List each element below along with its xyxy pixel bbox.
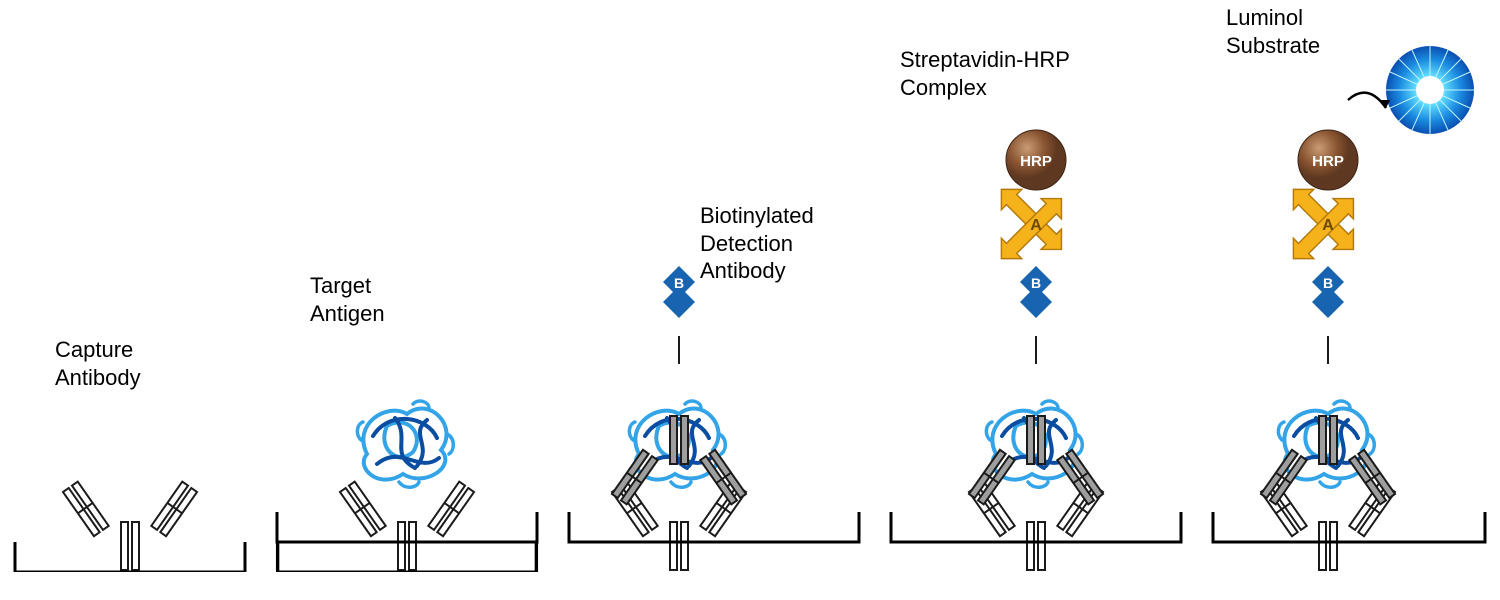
- panel-5: Luminol Substrate: [1208, 12, 1490, 572]
- panel-2: Target Antigen: [272, 32, 542, 572]
- luminol-glow-icon: [1386, 46, 1474, 134]
- panel-1: Capture Antibody: [10, 32, 250, 572]
- stack-1: [10, 32, 250, 572]
- stack-2: [272, 32, 542, 572]
- luminol-arrow-icon: [1348, 93, 1390, 108]
- stack-5: [1208, 12, 1490, 572]
- panel-4: Streptavidin-HRP Complex: [886, 32, 1186, 572]
- stack-3: [564, 32, 864, 572]
- stack-4: [886, 32, 1186, 572]
- panel-3: Biotinylated Detection Antibody: [564, 32, 864, 572]
